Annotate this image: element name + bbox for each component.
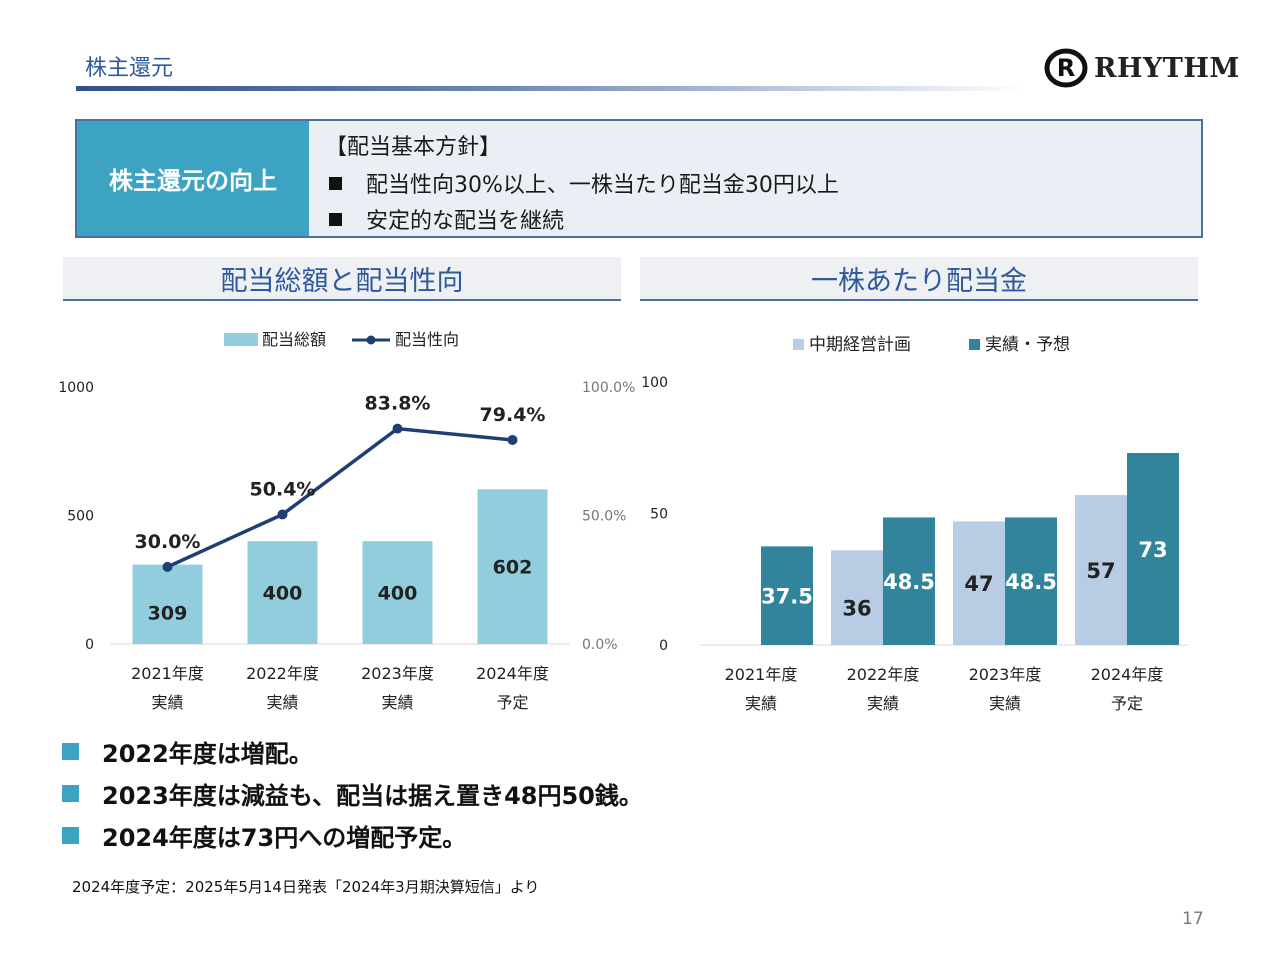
summary-bullet-text: 2022年度は増配。 (102, 740, 313, 768)
dividend-total-chart: 0 500 1000 0.0% 50.0% 100.0% 309 400 400 602 2021年… (58, 330, 635, 712)
y-axis-tick-label: 0 (659, 638, 668, 654)
bar-actual-label: 48.5 (883, 570, 935, 594)
summary-bullet: 2022年度は増配。 (62, 734, 313, 769)
svg-text:R: R (1057, 54, 1075, 82)
payout-ratio-line (166, 426, 513, 569)
bar-actual (883, 517, 935, 645)
payout-ratio-point (162, 561, 173, 572)
x-axis-tick-sublabel: 実績 (381, 693, 413, 712)
legend-swatch-dividend-total (224, 333, 258, 346)
x-axis-tick-label: 2022年度 (246, 664, 319, 683)
policy-item: 配当性向30%以上、一株当たり配当金30円以上 (329, 167, 839, 199)
source-note: 2024年度予定：2025年5月14日発表「2024年3月期決算短信」より (72, 878, 540, 896)
legend-label: 実績・予想 (985, 335, 1070, 355)
legend-label: 配当総額 (262, 330, 326, 349)
legend-label: 配当性向 (395, 330, 459, 349)
x-axis-tick-label: 2021年度 (131, 664, 204, 683)
x-axis-tick-sublabel: 予定 (496, 693, 528, 712)
x-axis-tick-sublabel: 実績 (989, 694, 1021, 713)
policy-item: 安定的な配当を継続 (329, 203, 564, 235)
bar-data-label: 400 (263, 583, 303, 605)
x-axis-tick-sublabel: 実績 (867, 694, 899, 713)
payout-ratio-point (392, 423, 403, 434)
y-axis-tick-label: 500 (67, 509, 94, 525)
square-bullet-icon (62, 785, 79, 802)
y-axis-tick-label: 0 (85, 637, 94, 653)
rhythm-logo-icon: R (1044, 48, 1088, 88)
payout-ratio-label: 83.8% (365, 393, 431, 415)
bar-actual-label: 37.5 (761, 585, 813, 609)
y-axis-tick-label: 1000 (58, 380, 94, 396)
bar-dividend-total (132, 564, 203, 644)
x-axis-tick-label: 2023年度 (361, 664, 434, 683)
legend-swatch-actual (969, 339, 980, 350)
y-axis-tick-label: 50 (650, 507, 668, 523)
x-axis-tick-label: 2021年度 (725, 665, 798, 684)
bar-data-label: 309 (148, 602, 188, 624)
x-axis-tick-label: 2022年度 (847, 665, 920, 684)
payout-ratio-point (507, 434, 518, 445)
x-axis-tick-sublabel: 予定 (1111, 694, 1143, 713)
square-bullet-icon (329, 176, 342, 190)
square-bullet-icon (329, 212, 342, 226)
company-logo: R RHYTHM (1044, 48, 1244, 88)
bar-dividend-total (477, 489, 548, 644)
payout-ratio-label: 30.0% (135, 531, 201, 553)
payout-ratio-point (277, 509, 288, 520)
payout-ratio-label: 50.4% (250, 478, 316, 500)
bar-actual-label: 73 (1138, 538, 1167, 562)
legend-swatch-plan (793, 339, 804, 350)
bar-data-label: 602 (493, 557, 533, 579)
x-axis-tick-label: 2023年度 (969, 665, 1042, 684)
bar-actual (1005, 517, 1057, 645)
bar-plan-label: 57 (1086, 559, 1115, 583)
policy-heading: 【配当基本方針】 (325, 135, 502, 160)
page-title: 株主還元 (85, 56, 174, 81)
bar-actual (1127, 453, 1179, 645)
x-axis-tick-label: 2024年度 (1091, 665, 1164, 684)
x-axis-tick-sublabel: 実績 (266, 693, 298, 712)
page-number: 17 (1182, 909, 1204, 929)
bar-plan (1075, 495, 1127, 645)
bar-actual (761, 546, 813, 645)
bar-dividend-total (362, 541, 433, 644)
policy-item-text: 配当性向30%以上、一株当たり配当金30円以上 (366, 173, 839, 198)
bar-plan (831, 550, 883, 645)
legend-swatch-payout-point (366, 335, 376, 345)
chart2-title: 一株あたり配当金 (640, 257, 1198, 301)
title-divider (76, 86, 1028, 91)
bar-dividend-total (247, 541, 318, 644)
policy-item-text: 安定的な配当を継続 (366, 209, 565, 234)
y2-axis-tick-label: 0.0% (582, 637, 618, 653)
y-axis-tick-label: 100 (641, 375, 668, 391)
bar-plan-label: 47 (964, 572, 993, 596)
x-axis-tick-label: 2024年度 (476, 664, 549, 683)
x-axis-tick-sublabel: 実績 (745, 694, 777, 713)
y2-axis-tick-label: 100.0% (582, 380, 635, 396)
bar-data-label: 400 (378, 583, 418, 605)
payout-ratio-label: 79.4% (480, 404, 546, 426)
summary-bullet: 2023年度は減益も、配当は据え置き48円50銭。 (62, 776, 643, 811)
bar-actual-label: 48.5 (1005, 570, 1057, 594)
dividend-policy-box: 株主還元の向上 【配当基本方針】 配当性向30%以上、一株当たり配当金30円以上… (75, 119, 1203, 238)
square-bullet-icon (62, 743, 79, 760)
bar-plan-label: 36 (842, 597, 871, 621)
summary-bullet-text: 2023年度は減益も、配当は据え置き48円50銭。 (102, 782, 643, 810)
policy-label: 株主還元の向上 (77, 121, 309, 236)
chart1-title: 配当総額と配当性向 (63, 257, 621, 301)
summary-bullet: 2024年度は73円への増配予定。 (62, 818, 466, 853)
y2-axis-tick-label: 50.0% (582, 509, 626, 525)
square-bullet-icon (62, 827, 79, 844)
legend-label: 中期経営計画 (809, 335, 911, 355)
x-axis-tick-sublabel: 実績 (151, 693, 183, 712)
summary-bullet-text: 2024年度は73円への増配予定。 (102, 824, 467, 852)
bar-plan (953, 521, 1005, 645)
logo-text: RHYTHM (1094, 52, 1240, 84)
